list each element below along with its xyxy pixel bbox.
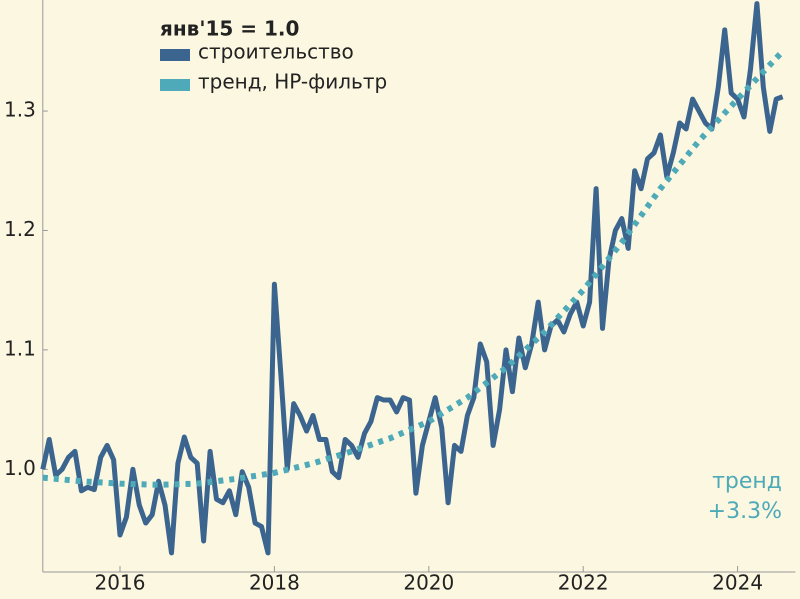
legend-label: строительство (198, 40, 354, 64)
note: янв'15 = 1.0 (160, 17, 299, 41)
series-line (42, 49, 785, 488)
series-line (40, 1, 784, 556)
x-tick-label: 2016 (95, 571, 146, 595)
x-tick-label: 2020 (403, 571, 454, 595)
y-tick-label: 1.2 (4, 217, 36, 241)
legend-marker (160, 49, 190, 61)
legend-label: тренд, HP-фильтр (198, 70, 387, 94)
y-tick-label: 1.3 (4, 98, 36, 122)
y-tick-label: 1.0 (4, 456, 36, 480)
y-tick-label: 1.1 (4, 336, 36, 360)
trend-growth: +3.3% (708, 499, 782, 524)
legend-marker (160, 79, 190, 91)
x-tick-label: 2022 (558, 571, 609, 595)
x-tick-label: 2018 (249, 571, 300, 595)
x-tick-label: 2024 (712, 571, 763, 595)
trend-note: тренд (712, 469, 782, 494)
